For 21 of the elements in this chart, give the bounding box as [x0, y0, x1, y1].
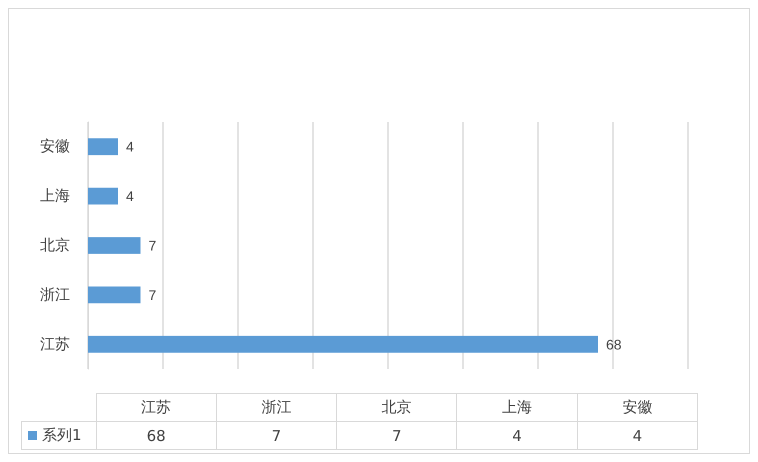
data-label: 4: [126, 138, 134, 155]
category-label: 浙江: [216, 394, 337, 422]
data-label: 7: [148, 238, 156, 254]
y-tick-label: 浙江: [40, 286, 70, 304]
y-tick-label: 北京: [40, 237, 70, 254]
legend-label: 系列1: [22, 422, 96, 450]
data-label: 68: [96, 422, 216, 450]
category-label: 上海: [456, 394, 578, 422]
data-label: 68: [606, 336, 622, 352]
data-label: 4: [126, 188, 134, 204]
data-label: 4: [456, 422, 578, 450]
data-label: 7: [216, 422, 337, 450]
y-tick-label: 江苏: [40, 336, 70, 353]
data-label: 7: [148, 286, 156, 303]
y-tick-label: 安徽: [40, 138, 70, 156]
data-label: 4: [577, 422, 698, 450]
category-label: 北京: [336, 394, 457, 422]
category-label: 安徽: [577, 394, 698, 422]
data-label: 7: [336, 422, 457, 450]
category-label: 江苏: [96, 394, 216, 422]
y-tick-label: 上海: [40, 188, 70, 205]
